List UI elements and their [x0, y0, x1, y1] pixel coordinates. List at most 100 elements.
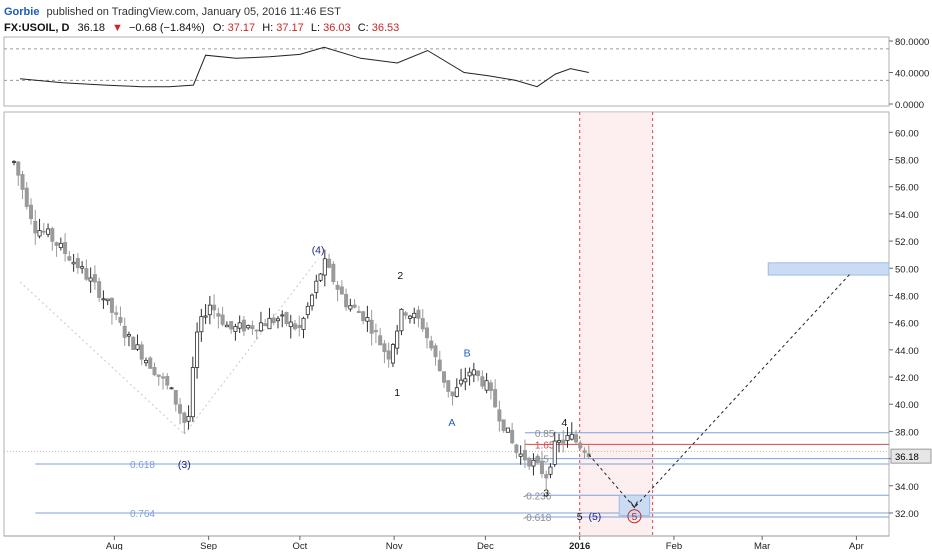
candle-body	[122, 325, 127, 338]
publish-line: Gorbie published on TradingView.com, Jan…	[4, 6, 341, 18]
candle-body	[390, 344, 395, 364]
low-value: 36.03	[323, 22, 351, 34]
price-tick-label: 50.00	[895, 264, 919, 275]
candle-body	[105, 298, 110, 302]
candle-body	[84, 268, 89, 280]
symbol-label: FX:USOIL, D	[4, 22, 69, 34]
candle-body	[348, 305, 353, 310]
candle-body	[578, 442, 583, 449]
candle-body	[565, 435, 570, 441]
change-label: −0.68 (−1.84%)	[129, 22, 205, 34]
candle-body	[212, 304, 217, 311]
candle-body	[505, 427, 510, 433]
candle-body	[378, 335, 383, 346]
candle-body	[41, 230, 46, 233]
down-arrow-icon: ▼	[112, 22, 123, 34]
time-tick-label: Aug	[106, 541, 123, 550]
wave-guide-line	[183, 258, 319, 435]
candle-body	[556, 440, 561, 443]
price-tick-label: 60.00	[895, 128, 919, 139]
candle-body	[463, 378, 468, 383]
high-value: 37.17	[276, 22, 304, 34]
projection-path	[588, 273, 851, 509]
candle-body	[16, 161, 21, 176]
candle-body	[97, 281, 102, 298]
wave-label-circle	[627, 509, 642, 524]
candle-body	[518, 453, 523, 457]
candle-body	[186, 415, 191, 422]
candle-body	[344, 293, 349, 308]
candle-body	[254, 329, 259, 332]
candle-body	[250, 325, 255, 330]
candle-body	[33, 220, 38, 234]
candle-body	[365, 317, 370, 322]
candle-body	[92, 274, 97, 283]
oscillator-line	[20, 46, 589, 88]
fib-level-label: -0.618	[523, 513, 552, 524]
candle-body	[207, 304, 212, 316]
close-key: C:	[358, 22, 369, 34]
candle-body	[101, 298, 106, 301]
candle-body	[352, 304, 357, 308]
candle-body	[395, 330, 400, 349]
candle-body	[50, 228, 55, 242]
projection-window	[579, 112, 653, 536]
candle-body	[450, 391, 455, 397]
fib-level-label: 0.764	[130, 509, 155, 520]
candle-body	[233, 326, 238, 333]
candle-body	[288, 321, 293, 328]
candle-body	[497, 409, 502, 422]
wave-label: 3	[543, 488, 549, 500]
projection-arrow-icon	[629, 501, 638, 509]
candle-body	[29, 204, 34, 220]
candle-body	[331, 263, 336, 283]
target-zone-low	[618, 494, 651, 517]
candle-body	[258, 322, 263, 332]
candle-body	[382, 343, 387, 353]
candle-body	[552, 440, 557, 465]
candle-body	[220, 314, 225, 325]
candle-body	[118, 317, 123, 323]
candle-body	[446, 380, 451, 392]
candle-body	[20, 174, 25, 190]
candle-body	[271, 317, 276, 324]
candle-body	[63, 242, 68, 255]
price-tick-label: 42.00	[895, 373, 919, 384]
candle-body	[229, 321, 234, 330]
candle-body	[37, 230, 42, 237]
candle-body	[488, 382, 493, 391]
candle-body	[433, 345, 438, 358]
candle-body	[182, 412, 187, 423]
candle-body	[484, 380, 489, 391]
candle-body	[131, 336, 136, 350]
price-tick-label: 38.00	[895, 427, 919, 438]
candle-body	[11, 161, 16, 163]
price-tick-label: 34.00	[895, 482, 919, 493]
candle-body	[216, 313, 221, 317]
candle-body	[569, 433, 574, 440]
open-key: O:	[213, 22, 225, 34]
candle-body	[386, 350, 391, 360]
candle-body	[501, 419, 506, 432]
candle-body	[373, 330, 378, 333]
wave-label: 5	[577, 511, 583, 523]
author-name[interactable]: Gorbie	[4, 6, 39, 18]
candle-body	[527, 457, 532, 467]
candle-body	[246, 325, 251, 329]
price-tick-label: 54.00	[895, 210, 919, 221]
publish-info: published on TradingView.com, January 05…	[47, 6, 342, 18]
candle-body	[75, 258, 80, 269]
candle-body	[156, 374, 161, 377]
candle-body	[459, 379, 464, 385]
candle-body	[169, 387, 174, 390]
candle-body	[361, 311, 366, 322]
open-value: 37.17	[228, 22, 256, 34]
candle-body	[407, 315, 412, 319]
oscillator-pane: 80.0000 40.0000 0.0000	[3, 36, 929, 111]
time-tick-label: Nov	[386, 541, 403, 550]
oscillator-tick-label: 80.0000	[895, 37, 929, 48]
time-tick-label: Sep	[200, 541, 217, 550]
fib-level-label: 1.65	[535, 440, 555, 451]
fib-level-label: -0.236	[523, 491, 552, 502]
